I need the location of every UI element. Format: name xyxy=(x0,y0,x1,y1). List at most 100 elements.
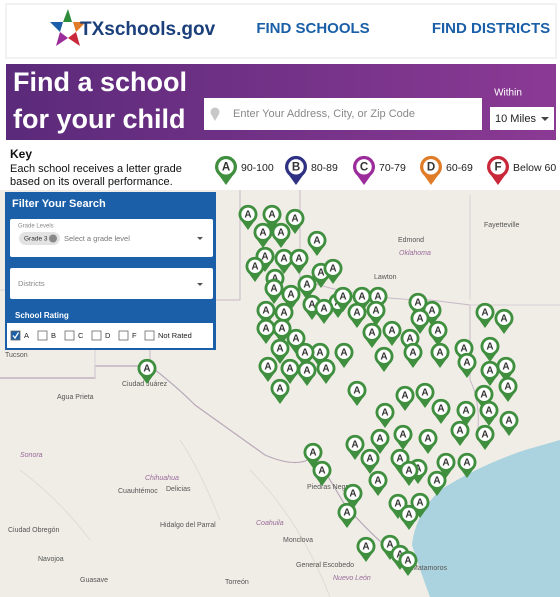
school-marker[interactable]: A xyxy=(475,302,495,328)
school-marker[interactable]: A xyxy=(303,442,323,468)
school-marker[interactable]: A xyxy=(334,342,354,368)
search-input[interactable] xyxy=(204,98,482,130)
grade-select[interactable] xyxy=(10,219,213,257)
within-select[interactable] xyxy=(490,107,554,130)
school-marker[interactable]: A xyxy=(271,222,291,248)
school-marker[interactable]: A xyxy=(360,448,380,474)
pin-letter: A xyxy=(351,439,358,450)
pin-letter: A xyxy=(303,365,310,376)
school-marker[interactable]: A xyxy=(302,294,322,320)
school-marker[interactable]: A xyxy=(403,342,423,368)
pin-face xyxy=(350,305,364,319)
school-marker[interactable]: A xyxy=(479,400,499,426)
school-marker[interactable]: A xyxy=(258,356,278,382)
school-marker[interactable]: A xyxy=(256,300,276,326)
nav-link[interactable]: FIND SCHOOLS xyxy=(256,20,369,37)
school-marker[interactable]: A xyxy=(337,502,357,528)
school-marker[interactable]: A xyxy=(480,336,500,362)
chip-remove[interactable] xyxy=(49,234,57,243)
school-marker[interactable]: A xyxy=(262,204,282,230)
rating-checkbox[interactable] xyxy=(10,330,21,341)
school-marker[interactable]: A xyxy=(312,460,332,486)
school-marker[interactable]: A xyxy=(264,278,284,304)
rating-checkbox[interactable] xyxy=(64,330,75,341)
school-marker[interactable]: A xyxy=(370,428,390,454)
school-marker[interactable]: A xyxy=(270,378,290,404)
pin-letter: A xyxy=(276,383,283,394)
rating-checkbox[interactable] xyxy=(37,330,48,341)
school-marker[interactable]: A xyxy=(323,258,343,284)
school-marker[interactable]: A xyxy=(253,222,273,248)
school-marker[interactable]: A xyxy=(333,286,353,312)
school-marker[interactable]: A xyxy=(274,248,294,274)
grade-chip[interactable] xyxy=(19,232,60,245)
school-marker[interactable]: A xyxy=(427,470,447,496)
pin-letter: A xyxy=(259,227,266,238)
logo-text[interactable]: TXschools.gov xyxy=(80,19,216,40)
school-marker[interactable]: A xyxy=(450,420,470,446)
school-marker[interactable]: A xyxy=(356,536,376,562)
pin-letter: A xyxy=(396,549,403,560)
school-marker[interactable]: A xyxy=(496,356,516,382)
school-marker[interactable]: A xyxy=(399,460,419,486)
nav-link[interactable]: FIND DISTRICTS xyxy=(432,20,550,37)
school-marker[interactable]: A xyxy=(498,376,518,402)
school-marker[interactable]: A xyxy=(480,360,500,386)
school-marker[interactable]: A xyxy=(256,318,276,344)
school-marker[interactable]: A xyxy=(368,470,388,496)
school-marker[interactable]: A xyxy=(314,298,334,324)
school-marker[interactable]: A xyxy=(393,424,413,450)
district-select[interactable] xyxy=(10,268,213,299)
school-marker[interactable]: A xyxy=(430,342,450,368)
school-marker[interactable]: A xyxy=(436,452,456,478)
school-marker[interactable]: A xyxy=(418,428,438,454)
school-marker[interactable]: A xyxy=(295,342,315,368)
pin-letter: A xyxy=(463,457,470,468)
school-marker[interactable]: A xyxy=(311,262,331,288)
school-marker[interactable]: A xyxy=(457,452,477,478)
school-marker[interactable]: A xyxy=(382,320,402,346)
school-marker[interactable]: A xyxy=(366,300,386,326)
school-marker[interactable]: A xyxy=(499,410,519,436)
school-marker[interactable]: A xyxy=(374,346,394,372)
school-marker[interactable]: A xyxy=(474,384,494,410)
pin-letter: A xyxy=(264,361,271,372)
school-marker[interactable]: A xyxy=(398,550,418,576)
school-marker[interactable]: A xyxy=(297,360,317,386)
school-marker[interactable]: A xyxy=(286,328,306,354)
school-marker[interactable]: A xyxy=(289,248,309,274)
school-marker[interactable]: A xyxy=(316,358,336,384)
school-marker[interactable]: A xyxy=(307,230,327,256)
school-marker[interactable]: A xyxy=(238,204,258,230)
school-marker[interactable]: A xyxy=(375,402,395,428)
school-marker[interactable]: A xyxy=(408,292,428,318)
pin-face xyxy=(413,311,427,325)
school-marker[interactable]: A xyxy=(456,400,476,426)
school-marker[interactable]: A xyxy=(388,493,408,519)
school-marker[interactable]: A xyxy=(347,380,367,406)
school-marker[interactable]: A xyxy=(362,322,382,348)
school-marker[interactable]: A xyxy=(410,308,430,334)
school-marker[interactable]: A xyxy=(475,424,495,450)
school-marker[interactable]: A xyxy=(345,434,365,460)
school-marker[interactable]: A xyxy=(457,352,477,378)
school-marker[interactable]: A xyxy=(395,385,415,411)
school-marker[interactable]: A xyxy=(399,504,419,530)
school-marker[interactable]: A xyxy=(494,308,514,334)
rating-checkbox[interactable] xyxy=(91,330,102,341)
school-marker[interactable]: A xyxy=(281,284,301,310)
school-marker[interactable]: A xyxy=(285,208,305,234)
school-marker[interactable]: A xyxy=(428,320,448,346)
school-marker[interactable]: A xyxy=(137,358,157,384)
school-marker[interactable]: A xyxy=(347,302,367,328)
school-marker[interactable]: A xyxy=(415,382,435,408)
rating-checkbox[interactable] xyxy=(118,330,129,341)
school-marker[interactable]: A xyxy=(270,338,290,364)
school-marker[interactable]: A xyxy=(280,358,300,384)
school-marker[interactable]: A xyxy=(297,274,317,300)
school-marker[interactable]: A xyxy=(343,483,363,509)
rating-checkbox[interactable] xyxy=(144,330,155,341)
school-marker[interactable]: A xyxy=(245,256,265,282)
school-marker[interactable]: A xyxy=(431,398,451,424)
pin-letter: A xyxy=(486,365,493,376)
